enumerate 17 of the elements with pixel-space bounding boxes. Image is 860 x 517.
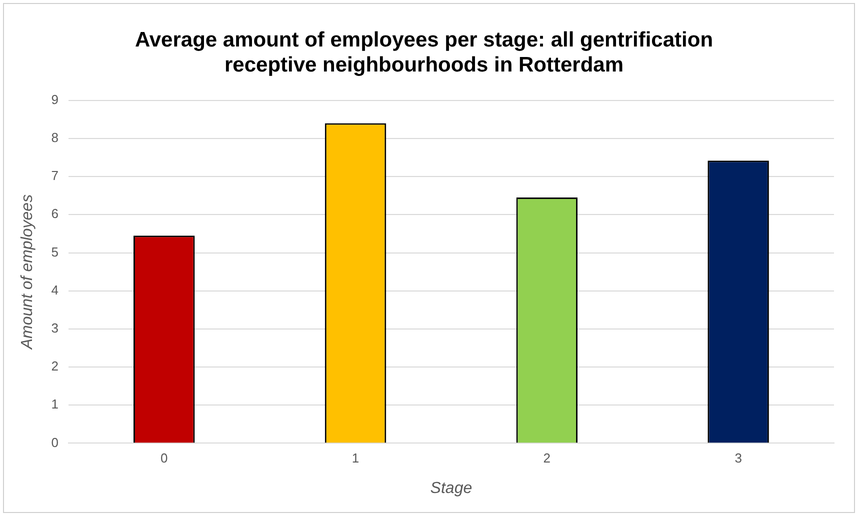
x-tick-label: 3 <box>734 450 742 466</box>
y-tick-label: 5 <box>51 244 58 260</box>
y-tick-label: 7 <box>51 168 58 184</box>
y-tick-label: 1 <box>51 396 58 412</box>
y-tick-label: 9 <box>51 92 58 107</box>
y-tick-label: 0 <box>51 434 58 450</box>
x-tick-label: 0 <box>160 450 168 466</box>
x-axis-title: Stage <box>430 480 472 497</box>
y-tick-label: 2 <box>51 358 58 374</box>
y-tick-label: 6 <box>51 206 58 222</box>
y-tick-label: 4 <box>51 282 58 298</box>
y-axis-title: Amount of employees <box>19 194 36 350</box>
y-tick-label: 3 <box>51 320 58 336</box>
y-tick-label: 8 <box>51 130 58 146</box>
x-tick-label: 2 <box>543 450 551 466</box>
x-tick-label: 1 <box>352 450 360 466</box>
chart-title: Average amount of employees per stage: all gentrification receptive neighbourhoods in Rotterdam <box>134 28 714 77</box>
